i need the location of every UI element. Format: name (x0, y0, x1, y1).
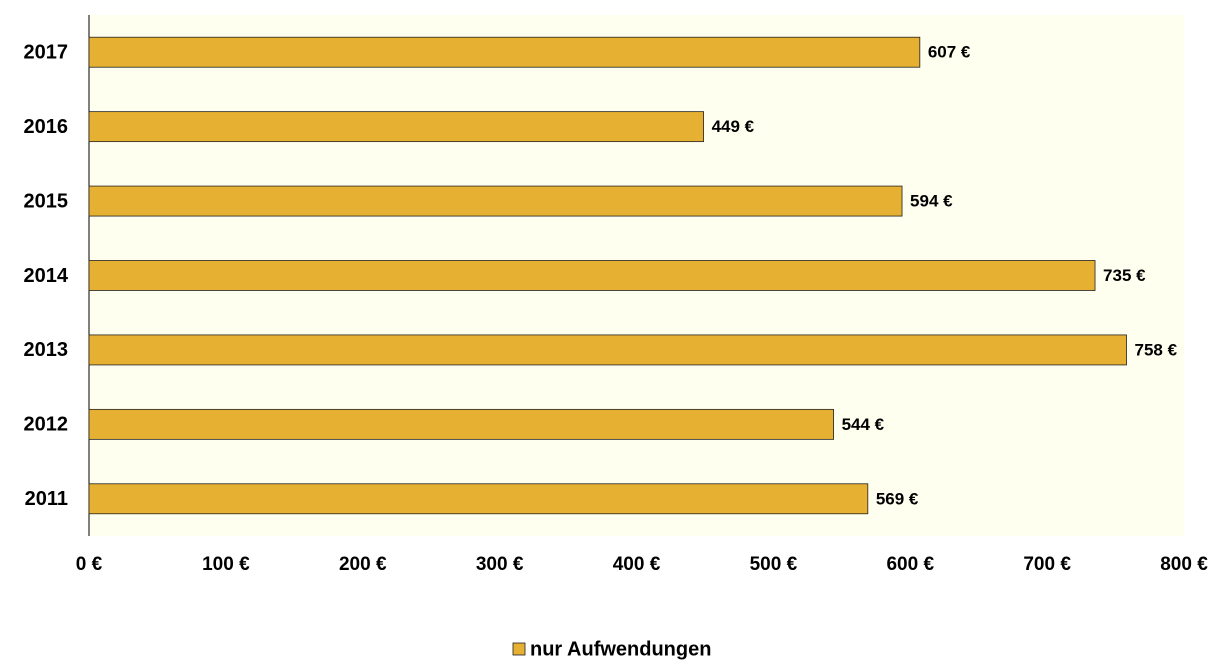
x-tick-label: 700 € (1023, 554, 1071, 575)
y-tick-label: 2015 (24, 190, 69, 212)
y-tick-label: 2016 (24, 116, 69, 138)
data-label: 758 € (1135, 340, 1178, 359)
x-tick-label: 600 € (886, 554, 934, 575)
data-label: 449 € (712, 117, 755, 136)
bar (88, 483, 869, 515)
legend-swatch (512, 642, 526, 656)
x-tick-label: 300 € (476, 554, 524, 575)
x-tick-label: 200 € (339, 554, 387, 575)
y-tick-label: 2017 (24, 41, 69, 63)
x-tick-label: 0 € (76, 554, 103, 575)
y-tick-label: 2014 (24, 265, 69, 287)
bar (88, 334, 1127, 366)
x-tick-label: 100 € (202, 554, 250, 575)
bar (88, 185, 903, 217)
data-label: 607 € (928, 43, 971, 62)
x-tick-label: 800 € (1160, 554, 1208, 575)
bar (88, 408, 834, 440)
y-tick-label: 2011 (25, 488, 68, 510)
y-tick-label: 2013 (24, 339, 69, 361)
bar (88, 111, 704, 143)
data-label: 569 € (876, 489, 919, 508)
y-tick-label: 2012 (24, 414, 69, 436)
legend-label: nur Aufwendungen (530, 638, 711, 660)
data-label: 735 € (1103, 266, 1146, 285)
x-tick-label: 500 € (750, 554, 798, 575)
x-tick-label: 400 € (613, 554, 661, 575)
data-label: 594 € (910, 192, 953, 211)
bar (88, 260, 1096, 291)
bar (88, 36, 921, 68)
data-label: 544 € (842, 415, 885, 434)
